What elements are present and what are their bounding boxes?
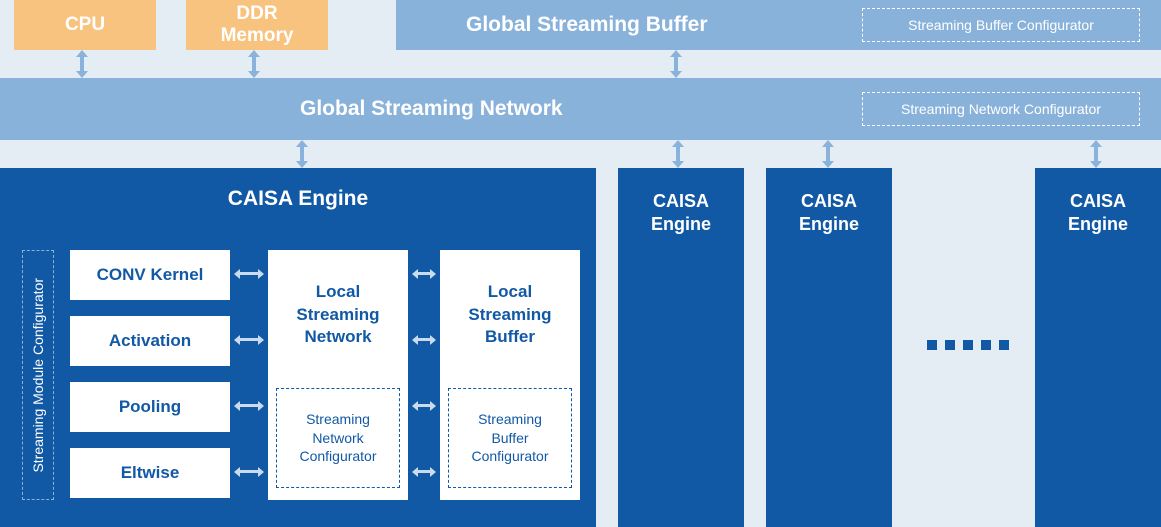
streaming-buffer-configurator-box: Streaming Buffer Configurator bbox=[862, 8, 1140, 42]
gsn-label: Global Streaming Network bbox=[300, 97, 563, 121]
streaming-module-configurator-box: Streaming Module Configurator bbox=[22, 250, 54, 500]
ddr-memory-block: DDR Memory bbox=[186, 0, 328, 50]
connector-arrow-vertical bbox=[300, 146, 304, 162]
connector-arrow-horizontal bbox=[417, 272, 431, 275]
ddr-label: DDR Memory bbox=[221, 3, 294, 47]
lsb-cfg-label: Streaming Buffer Configurator bbox=[471, 410, 548, 467]
connector-arrow-vertical bbox=[1094, 146, 1098, 162]
activation-block: Activation bbox=[70, 316, 230, 366]
connector-arrow-horizontal bbox=[417, 404, 431, 407]
connector-arrow-vertical bbox=[676, 146, 680, 162]
ellipsis-dots bbox=[927, 340, 1009, 350]
smc-label: Streaming Module Configurator bbox=[30, 278, 46, 473]
lsn-cfg-label: Streaming Network Configurator bbox=[299, 410, 376, 467]
local-streaming-network-configurator-box: Streaming Network Configurator bbox=[276, 388, 400, 488]
conv-label: CONV Kernel bbox=[97, 265, 204, 285]
connector-arrow-vertical bbox=[826, 146, 830, 162]
connector-arrow-horizontal bbox=[239, 470, 259, 473]
caisa-engine-title: CAISA Engine bbox=[0, 184, 596, 214]
caisa-engine-3-label: CAISA Engine bbox=[799, 190, 859, 235]
conv-kernel-block: CONV Kernel bbox=[70, 250, 230, 300]
pool-label: Pooling bbox=[119, 397, 181, 417]
caisa-engine-3: CAISA Engine bbox=[766, 168, 892, 527]
lsb-text: Local Streaming Buffer bbox=[468, 281, 551, 350]
caisa-engine-4: CAISA Engine bbox=[1035, 168, 1161, 527]
eltwise-block: Eltwise bbox=[70, 448, 230, 498]
connector-arrow-horizontal bbox=[239, 404, 259, 407]
pooling-block: Pooling bbox=[70, 382, 230, 432]
connector-arrow-horizontal bbox=[417, 338, 431, 341]
gsb-cfg-label: Streaming Buffer Configurator bbox=[908, 17, 1094, 33]
cpu-label: CPU bbox=[65, 14, 105, 36]
connector-arrow-vertical bbox=[80, 56, 84, 72]
connector-arrow-vertical bbox=[252, 56, 256, 72]
local-streaming-buffer-configurator-box: Streaming Buffer Configurator bbox=[448, 388, 572, 488]
lsn-text: Local Streaming Network bbox=[296, 281, 379, 350]
streaming-network-configurator-box: Streaming Network Configurator bbox=[862, 92, 1140, 126]
caisa-engine-2: CAISA Engine bbox=[618, 168, 744, 527]
gsn-cfg-label: Streaming Network Configurator bbox=[901, 101, 1101, 117]
cpu-block: CPU bbox=[14, 0, 156, 50]
local-streaming-buffer-label: Local Streaming Buffer bbox=[440, 250, 580, 380]
caisa-engine-title-label: CAISA Engine bbox=[228, 187, 368, 211]
connector-arrow-horizontal bbox=[239, 272, 259, 275]
caisa-engine-2-label: CAISA Engine bbox=[651, 190, 711, 235]
connector-arrow-vertical bbox=[674, 56, 678, 72]
local-streaming-network-label: Local Streaming Network bbox=[268, 250, 408, 380]
elt-label: Eltwise bbox=[121, 463, 180, 483]
gsb-label: Global Streaming Buffer bbox=[466, 13, 708, 37]
connector-arrow-horizontal bbox=[417, 470, 431, 473]
act-label: Activation bbox=[109, 331, 191, 351]
connector-arrow-horizontal bbox=[239, 338, 259, 341]
caisa-engine-4-label: CAISA Engine bbox=[1068, 190, 1128, 235]
